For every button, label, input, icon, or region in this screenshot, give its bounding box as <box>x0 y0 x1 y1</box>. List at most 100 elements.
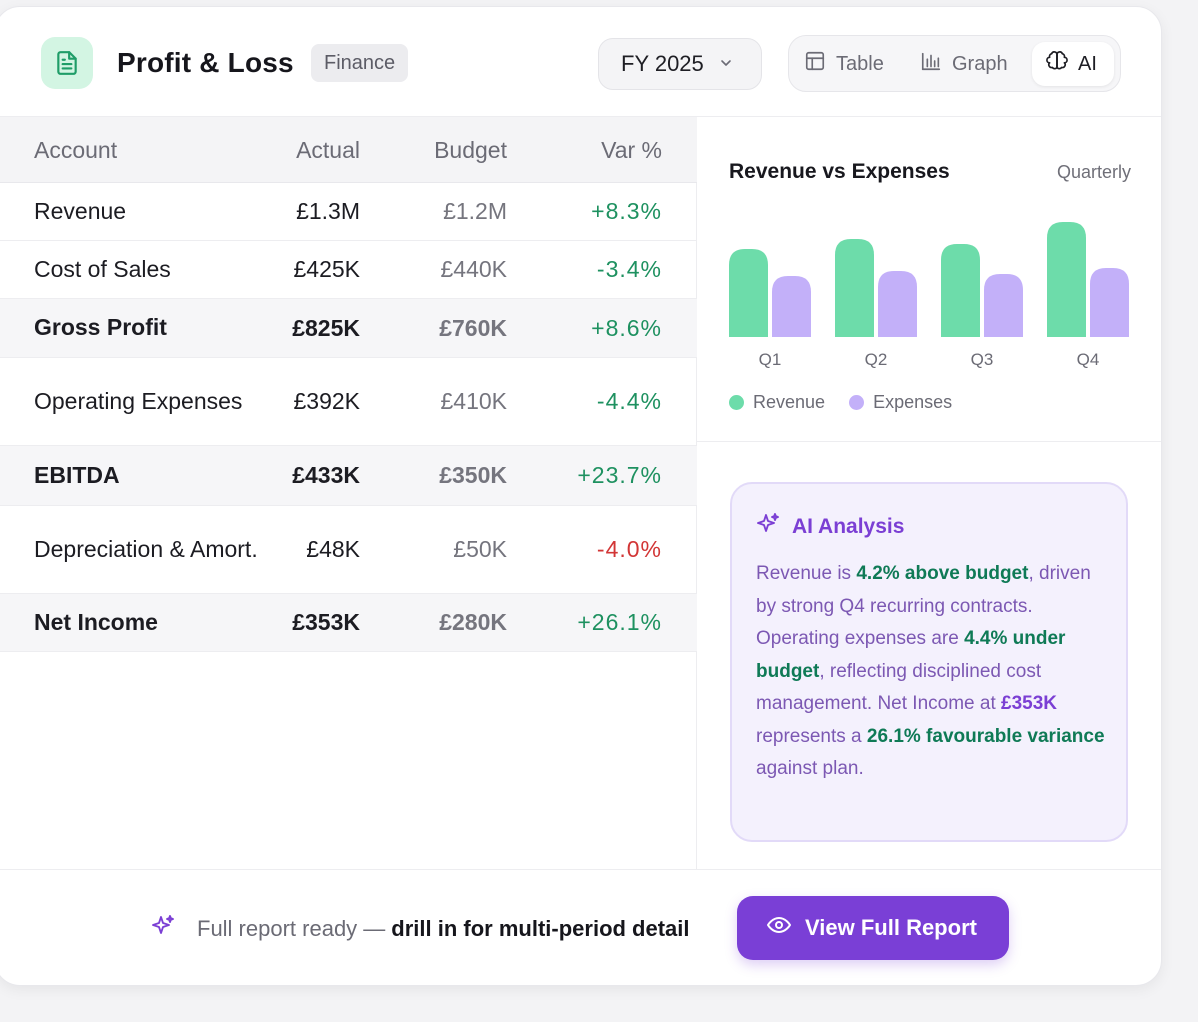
chart-legend: Revenue Expenses <box>729 392 976 413</box>
row-budget: £410K <box>440 388 507 414</box>
view-full-report-label: View Full Report <box>805 915 977 940</box>
legend-swatch-expenses <box>849 395 865 410</box>
analysis-highlight: 4.2% above budget <box>856 563 1029 584</box>
bar-chart-icon <box>920 50 952 78</box>
analysis-highlight: £353K <box>1001 693 1058 714</box>
analysis-text: against plan. <box>756 758 864 779</box>
bar-revenue-q2[interactable] <box>835 239 874 337</box>
row-actual: £392K <box>293 388 360 414</box>
report-ready-message: Full report ready — drill in for multi-p… <box>151 914 690 944</box>
chevron-down-icon <box>718 51 734 77</box>
tab-table[interactable]: Table <box>804 42 914 86</box>
card-footer: Full report ready — drill in for multi-p… <box>0 869 1161 985</box>
row-actual: £1.3M <box>296 198 360 224</box>
row-variance: -3.4% <box>596 256 662 282</box>
analysis-highlight: 26.1% favourable variance <box>866 725 1105 747</box>
bar-revenue-q1[interactable] <box>729 249 768 337</box>
bar-expenses-q1[interactable] <box>772 276 811 337</box>
report-ready-text: Full report ready — <box>197 916 386 941</box>
bar-revenue-q4[interactable] <box>1047 222 1086 337</box>
legend-item-expenses: Expenses <box>849 392 952 413</box>
row-actual: £353K <box>292 609 360 635</box>
table-row[interactable]: Revenue £1.3M £1.2M +8.3% <box>0 183 697 241</box>
analysis-highlight: 4.4% under budget <box>756 628 1066 682</box>
x-tick-label: Q2 <box>865 350 888 369</box>
row-variance: -4.4% <box>596 388 662 414</box>
table-row[interactable]: Depreciation & Amort. £48K £50K -4.0% <box>0 506 697 594</box>
row-actual: £433K <box>292 462 360 488</box>
view-full-report-button[interactable]: View Full Report <box>737 896 1009 960</box>
bar-expenses-q4[interactable] <box>1090 268 1129 337</box>
tab-ai-label: AI <box>1078 52 1097 75</box>
row-account: Gross Profit <box>34 314 167 341</box>
analysis-text: represents a <box>756 725 867 747</box>
row-budget: £350K <box>439 462 507 488</box>
row-variance: -4.0% <box>596 536 662 562</box>
eye-icon <box>767 913 805 943</box>
table-row[interactable]: EBITDA £433K £350K +23.7% <box>0 446 697 506</box>
row-actual: £48K <box>306 536 360 562</box>
row-account: Cost of Sales <box>34 255 171 282</box>
table-row[interactable]: Gross Profit £825K £760K +8.6% <box>0 299 697 358</box>
document-icon <box>41 37 93 89</box>
row-actual: £425K <box>293 256 360 282</box>
column-header-budget[interactable]: Budget <box>434 136 507 163</box>
tab-table-label: Table <box>836 52 884 75</box>
sparkle-icon <box>756 512 792 542</box>
report-ready-emphasis: drill in for multi-period detail <box>391 916 690 941</box>
row-budget: £50K <box>453 536 507 562</box>
row-account: Operating Expenses <box>34 387 243 414</box>
x-tick-label: Q3 <box>971 350 994 369</box>
row-budget: £760K <box>439 314 507 341</box>
chart-panel: Revenue vs Expenses Quarterly Q1 Q2 Q3 Q4 R… <box>697 117 1161 442</box>
chart-period-label: Quarterly <box>1056 162 1131 182</box>
row-account: Depreciation & Amort. <box>34 535 258 562</box>
column-header-actual[interactable]: Actual <box>296 136 360 163</box>
ai-analysis-header: AI Analysis <box>756 512 904 542</box>
bar-revenue-q3[interactable] <box>941 244 980 337</box>
chart-title: Revenue vs Expenses <box>729 160 950 183</box>
legend-label-expenses: Expenses <box>873 392 953 412</box>
revenue-expenses-chart: Q1 Q2 Q3 Q4 <box>729 222 1129 369</box>
column-header-account[interactable]: Account <box>34 136 118 163</box>
row-account: Net Income <box>34 608 158 635</box>
analysis-text: , driven by strong Q4 recurring contract… <box>756 563 1091 649</box>
row-budget: £280K <box>439 609 507 635</box>
bar-expenses-q2[interactable] <box>878 271 917 337</box>
tab-graph-label: Graph <box>952 52 1008 75</box>
x-tick-label: Q4 <box>1077 350 1100 369</box>
analysis-text: , reflecting disciplined cost management… <box>756 660 1042 715</box>
page-title: Profit & Loss <box>117 47 294 78</box>
legend-label-revenue: Revenue <box>753 392 826 412</box>
table-row[interactable]: Cost of Sales £425K £440K -3.4% <box>0 241 697 299</box>
tab-graph[interactable]: Graph <box>920 42 1032 86</box>
row-variance: +8.6% <box>591 314 662 341</box>
brain-icon <box>1046 50 1078 78</box>
category-badge: Finance <box>311 44 409 82</box>
sparkle-icon <box>151 914 197 944</box>
legend-swatch-revenue <box>729 395 744 410</box>
row-variance: +23.7% <box>577 462 662 488</box>
period-select[interactable]: FY 2025 <box>598 38 762 90</box>
row-account: EBITDA <box>34 461 120 488</box>
ai-analysis-card: AI Analysis Revenue is 4.2% above budget… <box>730 482 1128 842</box>
tab-ai[interactable]: AI <box>1032 42 1114 86</box>
row-variance: +8.3% <box>591 198 662 224</box>
period-select-value: FY 2025 <box>621 51 704 76</box>
pnl-table: Account Actual Budget Var % Revenue £1.3M… <box>0 117 697 869</box>
table-row[interactable]: Operating Expenses £392K £410K -4.4% <box>0 358 697 446</box>
ai-analysis-title: AI Analysis <box>792 515 905 538</box>
row-variance: +26.1% <box>577 609 662 635</box>
pnl-card: Profit & Loss Finance FY 2025 Table Grap… <box>0 6 1162 986</box>
column-header-variance[interactable]: Var % <box>601 136 662 163</box>
row-actual: £825K <box>292 314 360 341</box>
ai-analysis-text: Revenue is 4.2% above budget, driven by … <box>756 558 1108 786</box>
table-header: Account Actual Budget Var % <box>0 117 697 183</box>
row-account: Revenue <box>34 197 127 224</box>
legend-item-revenue: Revenue <box>729 392 825 413</box>
table-icon <box>804 50 836 78</box>
view-toggle: Table Graph AI <box>788 35 1121 92</box>
bar-expenses-q3[interactable] <box>984 274 1023 337</box>
table-row[interactable]: Net Income £353K £280K +26.1% <box>0 594 697 652</box>
row-budget: £440K <box>440 256 507 282</box>
